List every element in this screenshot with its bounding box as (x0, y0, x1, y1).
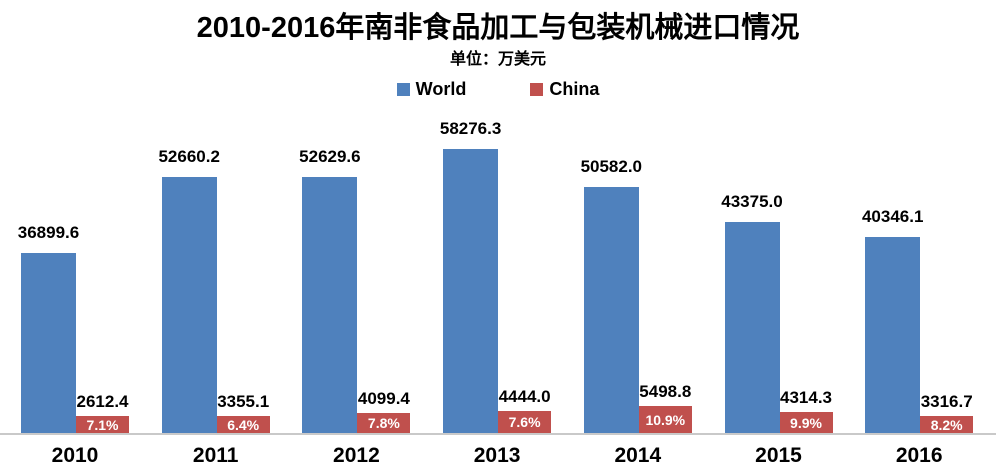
china-share-label: 7.8% (367, 415, 400, 431)
china-bar (216, 416, 270, 433)
world-value-label: 58276.3 (439, 119, 502, 138)
legend-china-label: China (549, 79, 600, 99)
china-value-label: 5498.8 (639, 382, 692, 401)
year-label: 2016 (895, 444, 943, 467)
china-value-label: 2612.4 (76, 392, 129, 411)
world-bar (724, 222, 780, 433)
china-legend-swatch-icon (530, 83, 544, 96)
world-value-label: 40346.1 (861, 207, 924, 226)
legend: World China (0, 79, 996, 100)
china-value-label: 4099.4 (357, 389, 410, 408)
world-bar (865, 237, 921, 433)
world-bar (161, 177, 217, 433)
chart-title: 2010-2016年南非食品加工与包装机械进口情况 (196, 12, 800, 44)
china-bar (920, 416, 974, 433)
china-share-label: 8.2% (930, 416, 963, 433)
world-value-label: 43375.0 (721, 192, 783, 211)
china-bar (779, 412, 833, 433)
world-legend-swatch-icon (396, 83, 410, 96)
year-label: 2014 (614, 444, 662, 467)
year-label: 2010 (51, 444, 99, 467)
world-bar (443, 149, 499, 433)
world-value-label: 50582.0 (580, 157, 643, 176)
legend-item-world: World (396, 79, 467, 100)
world-value-label: 36899.6 (17, 223, 80, 242)
unit-label: 单位：万美元 (449, 51, 546, 68)
china-value-label: 4444.0 (498, 387, 551, 406)
china-value-label: 4314.3 (780, 388, 832, 407)
year-label: 2012 (333, 444, 380, 467)
china-share-label: 10.9% (645, 411, 686, 428)
year-label: 2011 (192, 444, 239, 467)
world-bar (583, 187, 639, 433)
world-bar (302, 177, 358, 433)
china-share-label: 7.1% (86, 416, 119, 433)
world-value-label: 52629.6 (299, 147, 361, 166)
china-share-label: 9.9% (790, 414, 822, 431)
china-value-label: 3355.1 (217, 392, 270, 411)
china-share-label: 7.6% (508, 414, 541, 430)
year-label: 2015 (755, 444, 802, 467)
world-value-label: 52660.2 (158, 147, 220, 166)
china-bar (498, 411, 552, 433)
china-share-label: 6.4% (227, 416, 260, 433)
world-bar (21, 253, 76, 433)
year-label: 2013 (473, 444, 521, 467)
x-axis-line (0, 433, 996, 435)
china-value-label: 3316.7 (920, 392, 973, 411)
china-bar (638, 406, 692, 433)
legend-world-label: World (415, 79, 467, 99)
china-bar (76, 416, 129, 433)
china-bar (357, 413, 411, 433)
legend-item-china: China (530, 79, 599, 100)
